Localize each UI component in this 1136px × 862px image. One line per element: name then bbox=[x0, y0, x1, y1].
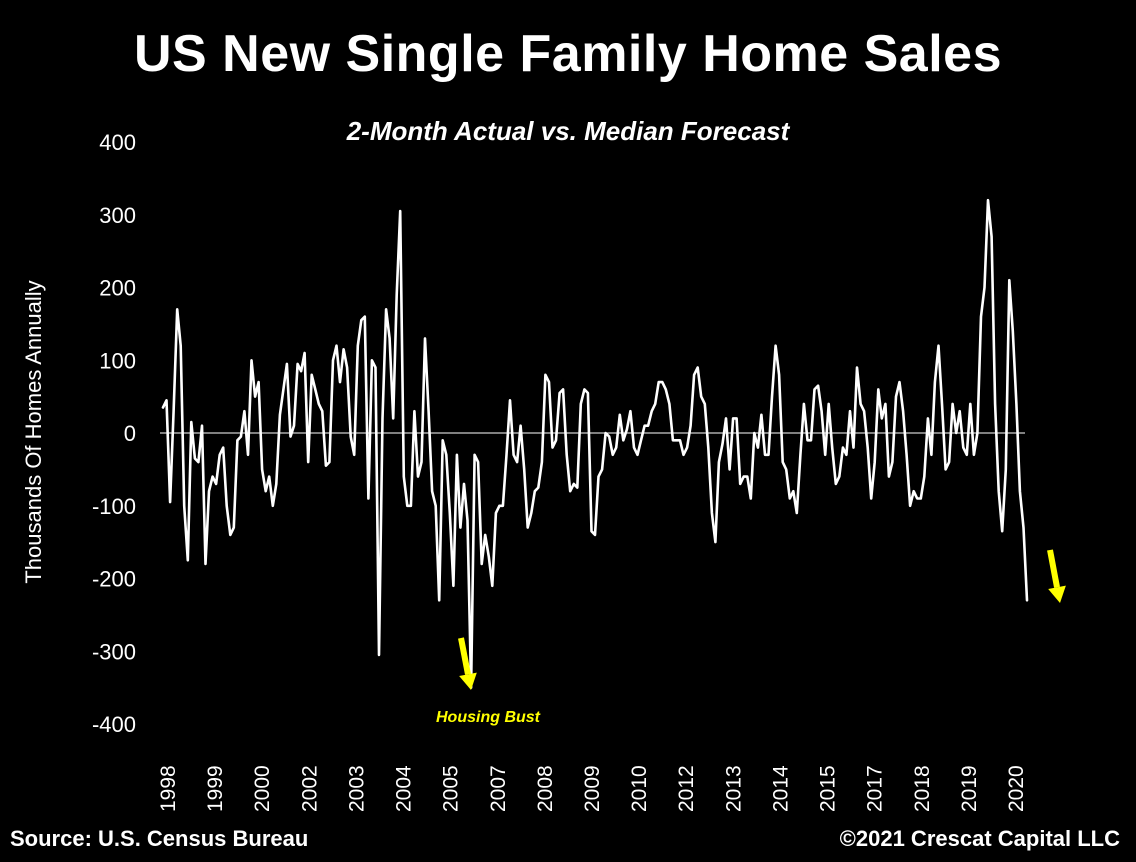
y-tick-label: 300 bbox=[99, 203, 136, 228]
x-tick-label: 2019 bbox=[958, 765, 981, 812]
chart-subtitle: 2-Month Actual vs. Median Forecast bbox=[346, 116, 790, 146]
x-tick-label: 2018 bbox=[911, 765, 934, 812]
y-tick-label: 100 bbox=[99, 348, 136, 373]
x-tick-label: 2002 bbox=[298, 765, 321, 812]
housing-bust-arrow bbox=[458, 637, 477, 690]
x-tick-label: 2017 bbox=[864, 765, 887, 812]
recent-decline-arrow bbox=[1047, 549, 1066, 603]
x-tick-label: 2015 bbox=[817, 765, 840, 812]
data-line bbox=[161, 198, 1029, 689]
x-tick-label: 2009 bbox=[581, 765, 604, 812]
x-tick-label: 2010 bbox=[628, 765, 651, 812]
y-tick-label: -400 bbox=[92, 712, 136, 737]
x-tick-label: 1998 bbox=[157, 765, 180, 812]
y-tick-label: 400 bbox=[99, 130, 136, 155]
y-tick-label: -300 bbox=[92, 639, 136, 664]
y-tick-label: 200 bbox=[99, 276, 136, 301]
chart-title: US New Single Family Home Sales bbox=[133, 25, 1002, 83]
x-tick-label: 2007 bbox=[487, 765, 510, 812]
y-tick-label: -200 bbox=[92, 567, 136, 592]
x-tick-label: 2003 bbox=[345, 765, 368, 812]
y-tick-label: 0 bbox=[124, 421, 136, 446]
x-tick-label: 2000 bbox=[251, 765, 274, 812]
x-tick-label: 2008 bbox=[534, 765, 557, 812]
x-tick-label: 2012 bbox=[675, 765, 698, 812]
x-tick-label: 1999 bbox=[204, 765, 227, 812]
housing-bust-label: Housing Bust bbox=[436, 709, 541, 726]
y-tick-label: -100 bbox=[92, 494, 136, 519]
x-tick-label: 2004 bbox=[393, 765, 416, 812]
x-tick-label: 2020 bbox=[1005, 765, 1028, 812]
x-tick-label: 2005 bbox=[440, 765, 463, 812]
x-tick-label: 2014 bbox=[769, 765, 792, 812]
copyright-note: ©2021 Crescat Capital LLC bbox=[839, 826, 1120, 851]
source-note: Source: U.S. Census Bureau bbox=[10, 826, 309, 851]
x-tick-label: 2013 bbox=[722, 765, 745, 812]
